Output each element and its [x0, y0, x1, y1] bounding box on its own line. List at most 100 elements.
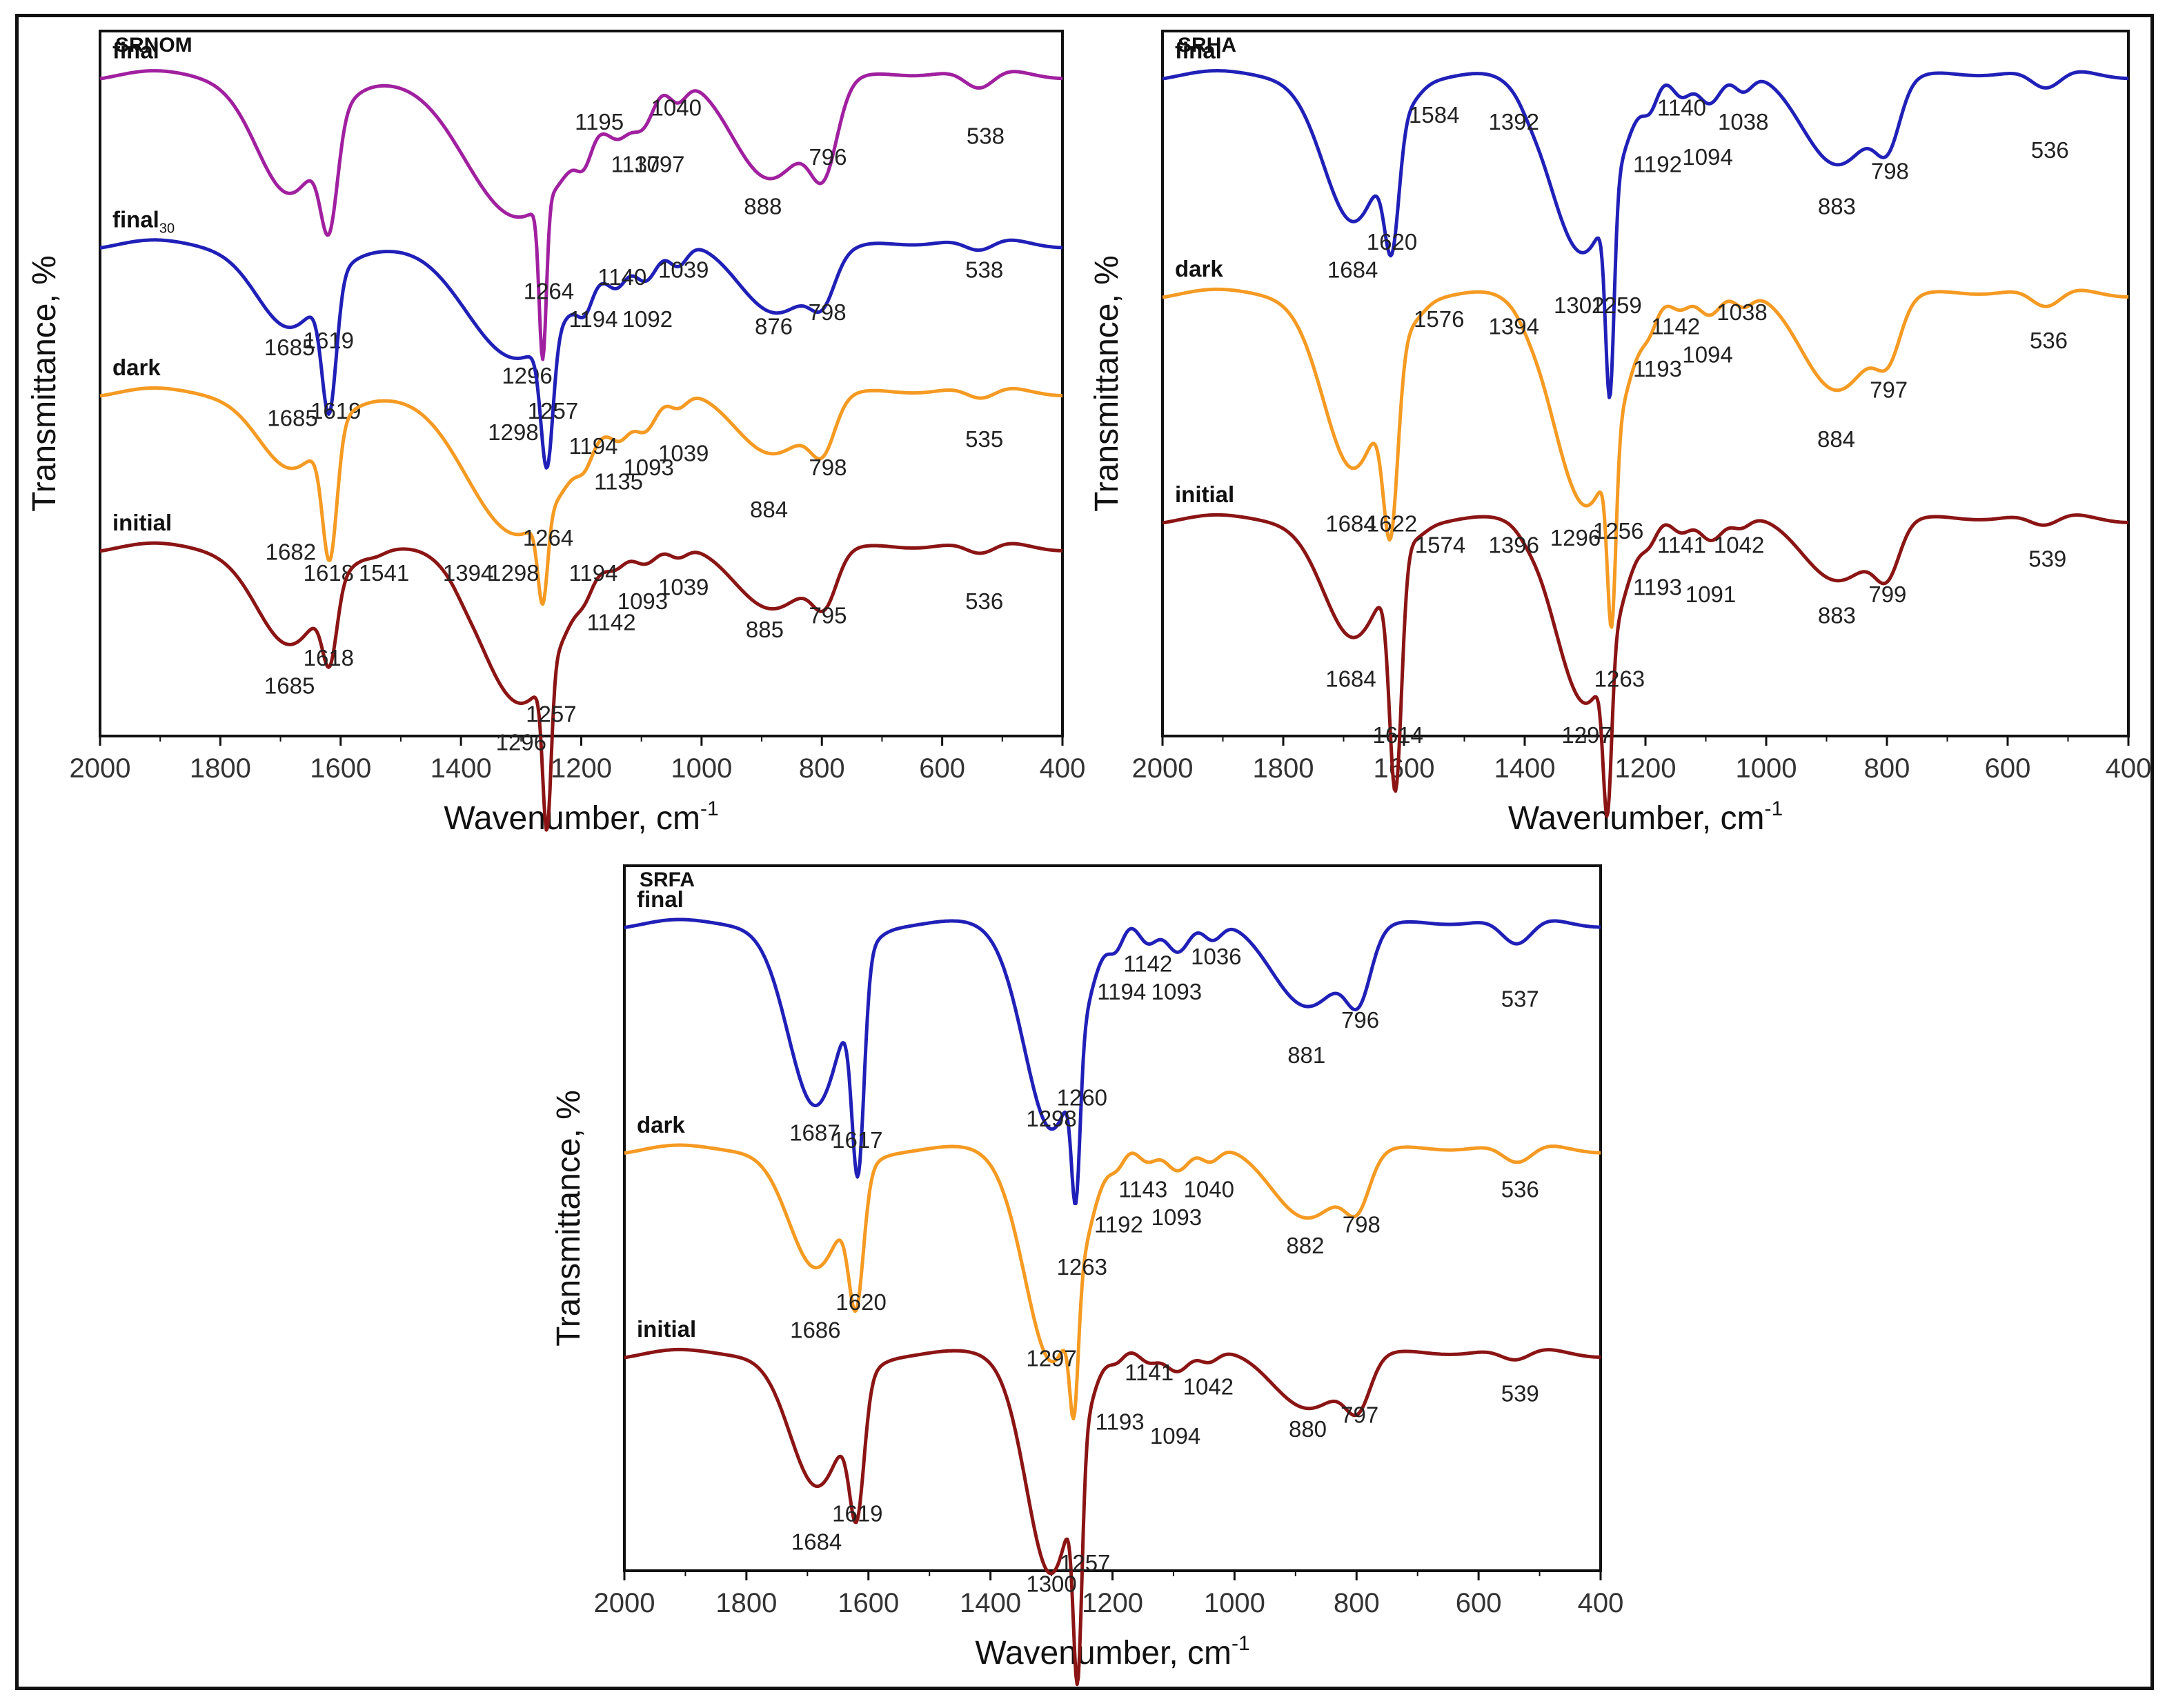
series-line — [99, 541, 1063, 832]
peak-label: 799 — [1868, 582, 1906, 607]
plot-frame — [1161, 30, 2130, 737]
x-axis-title-superscript: -1 — [1764, 797, 1783, 820]
peak-label: 1038 — [1718, 109, 1768, 135]
peak-label: 798 — [1871, 159, 1909, 184]
peak-label: 1093 — [1151, 979, 1202, 1004]
x-axis-title: Wavenumber, cm-1 — [1508, 797, 1783, 837]
peak-label: 1298 — [488, 419, 538, 445]
x-tick-label: 600 — [1985, 753, 2031, 784]
peak-label: 1194 — [568, 433, 617, 459]
x-tick-label: 400 — [1578, 1588, 1624, 1618]
plot-frame — [99, 30, 1064, 737]
peak-label: 1263 — [1057, 1254, 1107, 1280]
peak-label: 881 — [1287, 1042, 1325, 1068]
peak-label: 1039 — [658, 440, 709, 466]
peak-label: 1394 — [1489, 313, 1539, 339]
peak-label: 876 — [755, 313, 793, 339]
peak-label: 1618 — [304, 645, 354, 671]
peak-label: 1264 — [523, 525, 573, 550]
peak-label: 1297 — [1026, 1346, 1076, 1371]
y-axis-title: Transmittance, % — [551, 1090, 587, 1347]
peak-label: 1619 — [304, 328, 354, 353]
peak-label: 1135 — [594, 468, 643, 494]
series-line — [99, 386, 1063, 606]
x-tick-label: 1800 — [715, 1588, 777, 1618]
peak-label: 1260 — [1057, 1084, 1107, 1110]
x-tick-label: 800 — [1334, 1588, 1380, 1618]
peak-label: 537 — [1501, 986, 1539, 1011]
x-tick-label: 1800 — [1253, 753, 1314, 784]
peak-label: 538 — [965, 257, 1003, 283]
peak-label: 1296 — [502, 363, 552, 388]
peak-label: 884 — [1817, 426, 1855, 452]
y-axis-title: Transmittance, % — [1089, 255, 1125, 512]
x-tick-label: 1400 — [1494, 753, 1556, 784]
peak-label: 1259 — [1591, 292, 1641, 318]
chart-panel-srnom: 2000 1800 1600 1400 1200 1000 800 600 400 Wavenum… — [26, 30, 1086, 837]
peak-label: 1193 — [1633, 356, 1682, 381]
peak-label: 1142 — [1123, 951, 1172, 976]
peak-label: 1140 — [1657, 95, 1706, 121]
peak-label: 1143 — [1118, 1176, 1167, 1202]
peak-label: 1392 — [1489, 109, 1539, 135]
peak-label: 1093 — [617, 588, 668, 614]
peak-label: 1614 — [1373, 722, 1423, 748]
series-line — [1162, 69, 2129, 399]
peak-label: 1620 — [835, 1289, 886, 1315]
peak-label: 1193 — [1096, 1409, 1145, 1435]
chart-panel-srha: 2000 1800 1600 1400 1200 1000 800 600 400 Wavenum… — [1089, 30, 2151, 837]
peak-label: 1682 — [266, 539, 316, 565]
peak-label: 1192 — [1094, 1211, 1143, 1237]
peak-label: 538 — [967, 123, 1005, 149]
peak-label: 797 — [1870, 377, 1908, 402]
x-axis-title-superscript: -1 — [700, 797, 719, 820]
peak-label: 535 — [965, 426, 1003, 452]
series-final: final 1142 1036 1194 1093 881 796 537 1260 168716… — [624, 886, 1601, 1205]
peak-label: 1296 — [1550, 525, 1601, 550]
peak-label: 1684 — [1325, 511, 1376, 537]
peak-label: 1093 — [623, 455, 673, 480]
series-name-label: initial — [1175, 481, 1234, 507]
x-tick-label: 400 — [1040, 753, 1086, 784]
peak-label: 880 — [1289, 1416, 1327, 1442]
peak-label: 1619 — [832, 1500, 882, 1526]
peak-label: 888 — [744, 194, 782, 219]
peak-label: 1091 — [1685, 582, 1736, 607]
peak-label: 1092 — [622, 306, 673, 332]
panel-title: SRHA — [1178, 34, 1236, 57]
peak-label: 539 — [2028, 546, 2066, 572]
peak-label: 1620 — [1367, 229, 1417, 255]
chart-panel-srfa: 2000 1800 1600 1400 1200 1000 800 600 400 Wavenum… — [551, 864, 1624, 1687]
peak-label: 1297 — [1561, 722, 1612, 748]
x-tick-label: 1200 — [1615, 753, 1676, 784]
series-name-label: final — [1175, 37, 1222, 63]
peak-label: 1396 — [1489, 532, 1539, 557]
peak-label: 536 — [1501, 1176, 1539, 1202]
peak-label: 1137 — [611, 151, 660, 177]
peak-label: 1257 — [526, 702, 576, 727]
peak-label: 797 — [1341, 1402, 1378, 1427]
peak-label: 1263 — [1594, 666, 1645, 691]
series-name-label: final — [112, 37, 159, 63]
peak-label: 1256 — [1593, 518, 1643, 544]
peak-label: 1617 — [832, 1127, 882, 1153]
peak-label: 1142 — [587, 610, 636, 635]
peak-label: 1257 — [528, 398, 578, 424]
series-line — [624, 917, 1601, 1205]
peak-label: 1584 — [1409, 102, 1459, 128]
x-tick-label: 1000 — [1736, 753, 1797, 784]
x-tick-label: 1400 — [431, 753, 492, 784]
peak-label: 1097 — [634, 151, 684, 177]
peak-label: 536 — [965, 588, 1003, 614]
x-axis-title-superscript: -1 — [1232, 1632, 1250, 1655]
peak-label: 1687 — [789, 1120, 840, 1146]
x-tick-label: 1000 — [1204, 1588, 1265, 1618]
peak-label: 1622 — [1367, 511, 1417, 537]
series-line — [1162, 513, 2129, 818]
